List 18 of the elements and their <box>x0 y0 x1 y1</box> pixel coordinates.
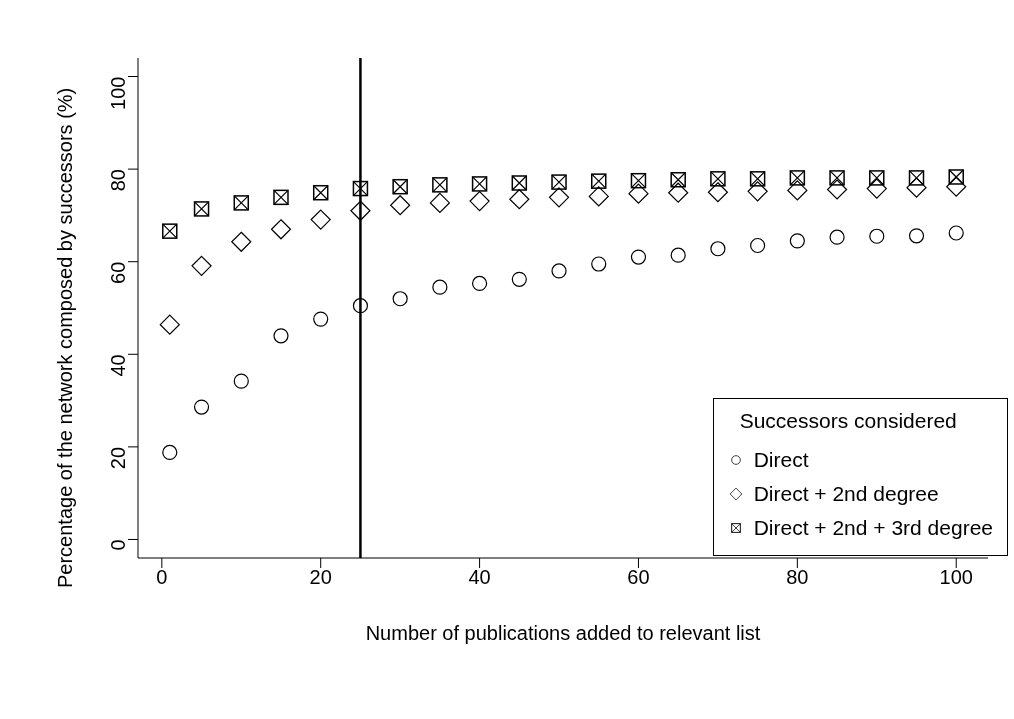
legend-label: Direct + 2nd degree <box>753 482 939 506</box>
x-axis-title: Number of publications added to relevant list <box>365 622 761 644</box>
legend-label: Direct <box>753 448 809 472</box>
y-tick-label: 80 <box>107 169 130 192</box>
x-tick-label: 20 <box>309 566 332 589</box>
x-tick-label: 60 <box>627 566 650 589</box>
y-tick-label: 100 <box>107 76 130 110</box>
y-tick-label: 40 <box>107 354 130 377</box>
legend-label: Direct + 2nd + 3rd degree <box>753 516 993 540</box>
y-axis-title: Percentage of the network composed by successors (%) <box>54 87 77 588</box>
x-tick-label: 40 <box>468 566 491 589</box>
y-tick-label: 20 <box>107 446 130 470</box>
x-tick-label: 80 <box>786 566 809 589</box>
y-tick-label: 0 <box>107 539 130 551</box>
x-tick-label: 0 <box>156 566 168 589</box>
legend-title: Successors considered <box>738 409 958 433</box>
x-tick-label: 100 <box>939 566 973 589</box>
y-tick-label: 60 <box>107 261 130 284</box>
